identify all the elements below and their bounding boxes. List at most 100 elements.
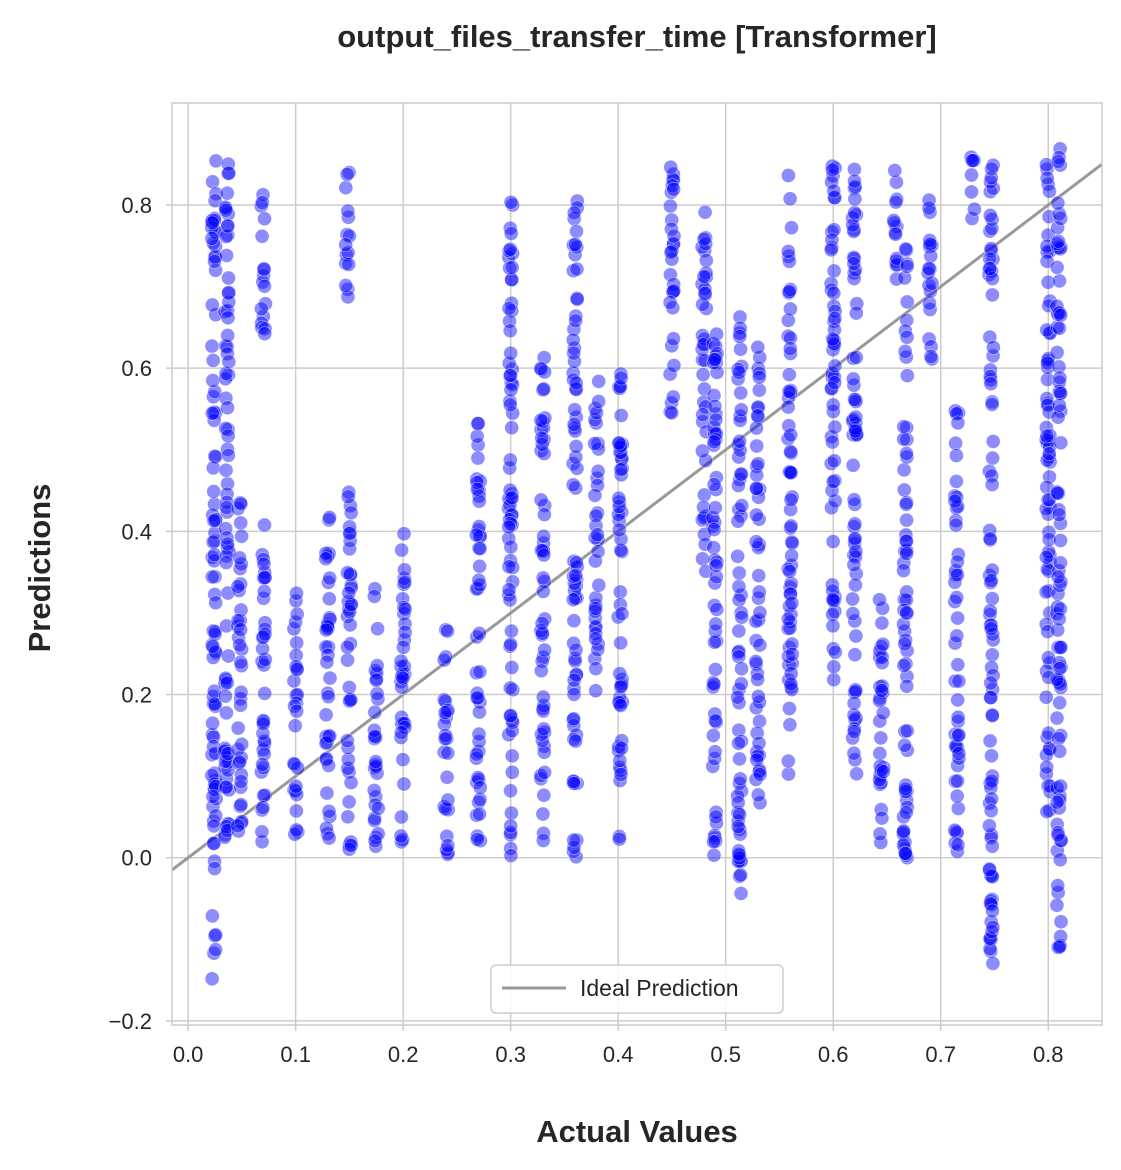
data-point [218,202,234,218]
data-point [504,272,520,288]
data-point [709,815,724,831]
data-point [218,390,234,406]
data-point [781,284,797,299]
data-point [921,192,937,208]
data-point [732,850,747,866]
data-point [289,635,305,651]
data-point [949,788,965,804]
data-point [590,642,606,658]
data-point [751,689,766,704]
data-point [666,358,682,373]
data-point [706,728,721,743]
data-point [569,727,584,743]
data-point [949,489,965,505]
data-point [982,862,997,878]
data-point [340,489,356,505]
data-point [503,242,518,257]
data-point [921,200,937,216]
y-tick-label: 0.4 [121,519,152,544]
data-point [286,782,302,798]
data-point [233,496,249,512]
data-point [663,267,678,283]
data-point [218,366,234,381]
data-point [749,438,765,454]
data-point [707,634,722,650]
data-point [233,576,248,592]
data-point [709,346,725,361]
data-point [751,540,766,555]
data-point [566,613,582,629]
data-point [232,550,247,566]
data-point [1049,485,1065,501]
data-point [343,775,359,790]
data-point [784,646,800,662]
data-point [289,703,305,719]
data-point [784,636,800,652]
data-point [733,605,749,621]
data-point [696,499,711,515]
data-point [1049,710,1065,726]
data-point [847,179,863,195]
data-point [1049,236,1065,251]
data-point [898,777,914,793]
data-point [964,153,980,168]
y-tick-label: 0.0 [121,846,152,871]
data-point [898,805,914,820]
data-point [752,366,767,381]
data-point [780,611,796,627]
data-point [322,570,338,586]
data-point [612,753,628,768]
data-point [588,661,604,676]
data-point [872,592,887,608]
data-point [233,779,248,795]
data-point [221,447,236,463]
data-point [232,798,248,814]
data-point [396,526,412,542]
data-point [472,558,487,574]
data-point [220,346,235,362]
data-point [437,716,452,732]
data-point [395,670,411,686]
data-point [783,586,798,602]
data-point [751,735,767,751]
data-point [472,664,488,680]
data-point [534,543,549,558]
data-point [849,766,864,782]
data-point [254,764,269,780]
data-point [340,809,356,825]
data-point [503,636,519,652]
data-point [664,243,680,259]
data-point [469,481,485,497]
data-point [695,551,710,567]
data-point [338,278,354,293]
data-point [734,661,749,677]
data-point [734,498,750,513]
data-point [205,908,220,924]
data-point [397,601,413,617]
data-point [289,822,304,838]
data-point [734,609,750,625]
data-point [341,841,357,857]
y-tick-label: −0.2 [109,1009,152,1034]
data-point [697,353,713,368]
data-point [340,203,356,219]
data-point [257,626,273,642]
data-point [611,499,627,514]
data-point [783,330,798,346]
data-point [826,659,842,675]
data-point [848,577,863,593]
data-point [440,838,456,853]
data-point [220,328,235,343]
data-point [367,722,382,738]
data-point [207,212,222,228]
data-point [207,683,222,699]
data-point [290,824,306,840]
data-point [289,687,305,703]
data-point [218,688,233,704]
data-point [613,467,629,483]
data-point [207,853,222,869]
data-point [205,639,221,654]
data-point [985,919,1001,935]
data-point [782,620,798,636]
data-point [566,345,582,361]
